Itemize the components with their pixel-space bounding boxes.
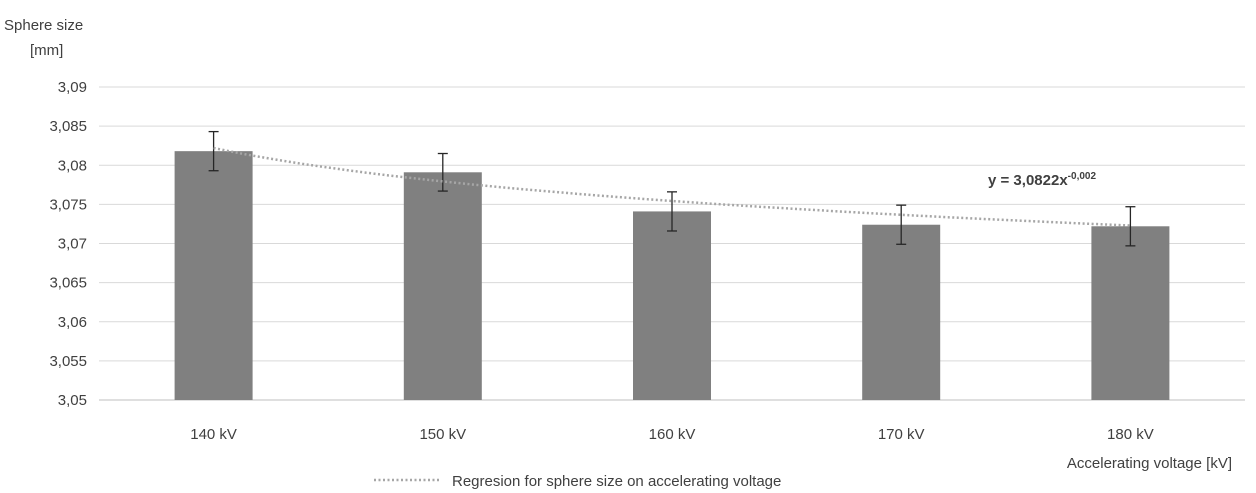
legend: Regresion for sphere size on acceleratin…: [374, 473, 781, 490]
bar: [862, 224, 941, 400]
y-tick-label: 3,065: [49, 275, 87, 292]
error-bar: [1125, 206, 1136, 247]
x-tick-labels: 140 kV 150 kV 160 kV 170 kV 180 kV: [190, 426, 1154, 443]
y-tick-label: 3,09: [58, 79, 87, 96]
y-tick-label: 3,075: [49, 196, 87, 213]
y-tick-label: 3,06: [58, 314, 87, 331]
y-axis-title-line1: Sphere size: [4, 17, 83, 34]
x-tick-label: 140 kV: [190, 426, 237, 443]
error-bar: [208, 130, 219, 172]
bar: [403, 172, 482, 400]
trendline-equation-main: y = 3,0822x: [988, 172, 1068, 189]
y-tick-label: 3,055: [49, 353, 87, 370]
y-tick-label: 3,05: [58, 392, 87, 409]
legend-label: Regresion for sphere size on acceleratin…: [452, 473, 781, 490]
error-bar: [896, 204, 907, 245]
x-tick-label: 160 kV: [649, 426, 696, 443]
y-tick-labels: 3,05 3,055 3,06 3,065 3,07 3,075 3,08 3,085 3,09: [49, 79, 87, 409]
trendline-equation-exponent: -0,002: [1068, 171, 1097, 182]
x-tick-label: 170 kV: [878, 426, 925, 443]
y-tick-label: 3,07: [58, 236, 87, 253]
error-bars: [208, 130, 1136, 247]
bar: [633, 211, 711, 400]
error-bar: [667, 191, 677, 232]
y-tick-label: 3,085: [49, 118, 87, 135]
trendline-equation: y = 3,0822x-0,002: [988, 171, 1096, 189]
bar: [1091, 226, 1170, 400]
x-tick-label: 180 kV: [1107, 426, 1154, 443]
x-axis-title: Accelerating voltage [kV]: [1067, 455, 1232, 472]
y-tick-label: 3,08: [58, 157, 87, 174]
bar: [174, 151, 253, 400]
error-bar: [437, 152, 448, 192]
bars: [174, 151, 1170, 400]
x-tick-label: 150 kV: [419, 426, 466, 443]
y-axis-title-line2: [mm]: [30, 42, 63, 59]
trendline: [213, 146, 1131, 227]
